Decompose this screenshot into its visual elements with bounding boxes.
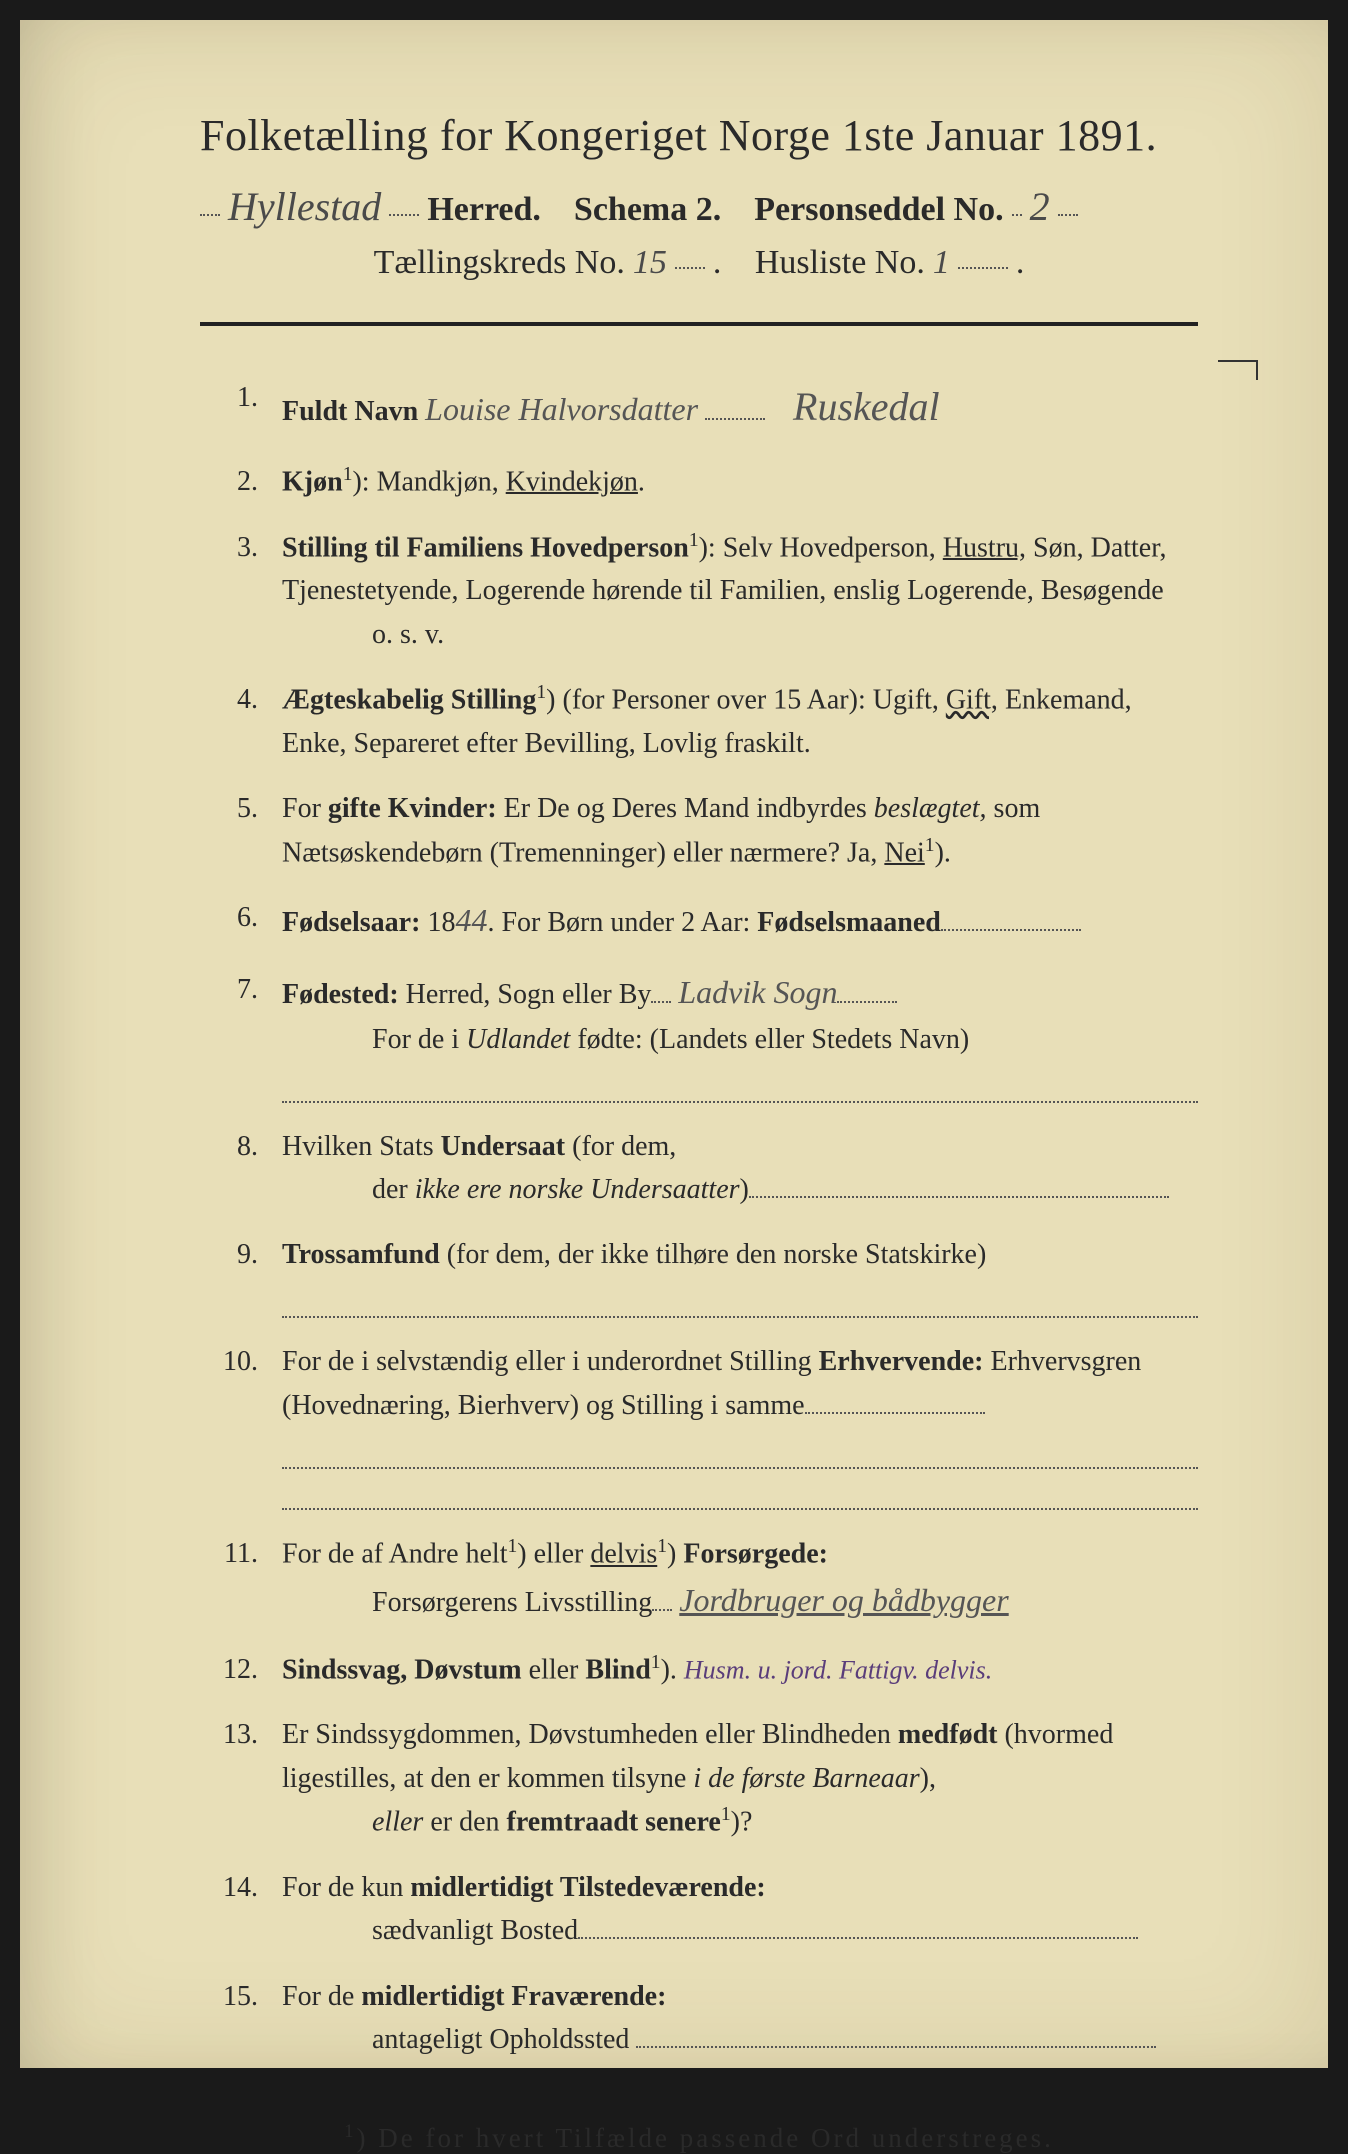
item-9: 9. Trossamfund (for dem, der ikke tilhør… bbox=[210, 1233, 1198, 1318]
herred-label: Herred. bbox=[427, 191, 541, 229]
item-number: 10. bbox=[210, 1340, 258, 1510]
divider bbox=[200, 322, 1198, 326]
label-erhvervende: Erhvervende: bbox=[819, 1346, 984, 1377]
corner-mark-icon bbox=[1218, 360, 1258, 380]
item-number: 2. bbox=[210, 460, 258, 504]
label-forsorgede: Forsørgede: bbox=[683, 1539, 828, 1570]
surname-handwritten: Ruskedal bbox=[793, 384, 940, 429]
header-line-2: Hyllestad Herred. Schema 2. Personseddel… bbox=[200, 183, 1198, 230]
etc-text: o. s. v. bbox=[282, 613, 1198, 656]
item-number: 14. bbox=[210, 1866, 258, 1953]
item-number: 6. bbox=[210, 896, 258, 946]
label-opholdssted: antageligt Opholdssted bbox=[372, 2024, 629, 2055]
label-livsstilling: Forsørgerens Livsstilling bbox=[372, 1587, 652, 1618]
label-medfodt: medfødt bbox=[898, 1719, 998, 1750]
footnote: 1) De for hvert Tilfælde passende Ord un… bbox=[200, 2121, 1198, 2154]
label-stilling: Stilling til Familiens Hovedperson bbox=[282, 532, 689, 563]
label-aegteskab: Ægteskabelig Stilling bbox=[282, 685, 536, 716]
item-4: 4. Ægteskabelig Stilling1) (for Personer… bbox=[210, 678, 1198, 765]
item-10: 10. For de i selvstændig eller i underor… bbox=[210, 1340, 1198, 1510]
schema-label: Schema 2. bbox=[574, 191, 721, 229]
label-fuldt-navn: Fuldt Navn bbox=[282, 396, 418, 427]
item-6: 6. Fødselsaar: 1844. For Børn under 2 Aa… bbox=[210, 896, 1198, 946]
label-fodselsaar: Fødselsaar: bbox=[282, 907, 420, 938]
item-number: 5. bbox=[210, 787, 258, 874]
item-15: 15. For de midlertidigt Fraværende: anta… bbox=[210, 1975, 1198, 2062]
label-kjon: Kjøn bbox=[282, 466, 343, 497]
name-handwritten: Louise Halvorsdatter bbox=[425, 391, 698, 427]
label-undersaat: Undersaat bbox=[441, 1131, 565, 1162]
dotted-blank bbox=[282, 1069, 1198, 1103]
herred-handwritten: Hyllestad bbox=[228, 183, 381, 230]
selected-hustru: Hustru, bbox=[943, 532, 1026, 563]
item-number: 7. bbox=[210, 968, 258, 1103]
birthplace-hw: Ladvik Sogn bbox=[678, 974, 837, 1010]
label-tilstedevaerende: midlertidigt Tilstedeværende: bbox=[410, 1872, 765, 1903]
item-14: 14. For de kun midlertidigt Tilstedevære… bbox=[210, 1866, 1198, 1953]
personseddel-label: Personseddel No. bbox=[754, 191, 1003, 229]
dotted-blank bbox=[282, 1285, 1198, 1319]
label-trossamfund: Trossamfund bbox=[282, 1239, 440, 1270]
item-3: 3. Stilling til Familiens Hovedperson1):… bbox=[210, 526, 1198, 657]
item-number: 15. bbox=[210, 1975, 258, 2062]
husliste-no: 1 bbox=[933, 244, 950, 282]
item-13: 13. Er Sindssygdommen, Døvstumheden elle… bbox=[210, 1713, 1198, 1844]
item-2: 2. Kjøn1): Mandkjøn, Kvindekjøn. bbox=[210, 460, 1198, 504]
item-11: 11. For de af Andre helt1) eller delvis1… bbox=[210, 1532, 1198, 1625]
personseddel-no: 2 bbox=[1030, 183, 1050, 230]
item-number: 11. bbox=[210, 1532, 258, 1625]
item-7: 7. Fødested: Herred, Sogn eller By Ladvi… bbox=[210, 968, 1198, 1103]
item-number: 3. bbox=[210, 526, 258, 657]
birth-year-hw: 44 bbox=[455, 902, 487, 938]
label-fravaerende: midlertidigt Fraværende: bbox=[361, 1981, 666, 2012]
item-12: 12. Sindssvag, Døvstum eller Blind1). Hu… bbox=[210, 1648, 1198, 1692]
selected-gift: Gift, bbox=[946, 685, 998, 716]
item-1: 1. Fuldt Navn Louise Halvorsdatter Ruske… bbox=[210, 376, 1198, 438]
item-number: 1. bbox=[210, 376, 258, 438]
livsstilling-hw: Jordbruger og bådbygger bbox=[679, 1582, 1008, 1618]
census-form-page: Folketælling for Kongeriget Norge 1ste J… bbox=[20, 20, 1328, 2068]
header-line-3: Tællingskreds No. 15 . Husliste No. 1 . bbox=[200, 244, 1198, 282]
item-number: 9. bbox=[210, 1233, 258, 1318]
label-fodested: Fødested: bbox=[282, 979, 399, 1010]
label-sindssvag: Sindssvag, Døvstum bbox=[282, 1654, 522, 1685]
note-hw: Husm. u. jord. Fattigv. delvis. bbox=[684, 1655, 992, 1684]
item-number: 13. bbox=[210, 1713, 258, 1844]
item-number: 4. bbox=[210, 678, 258, 765]
husliste-label: Husliste No. bbox=[755, 244, 925, 282]
taellingskreds-no: 15 bbox=[633, 244, 667, 282]
label-gifte-kvinder: gifte Kvinder: bbox=[328, 793, 497, 824]
item-number: 12. bbox=[210, 1648, 258, 1692]
item-8: 8. Hvilken Stats Undersaat (for dem, der… bbox=[210, 1125, 1198, 1212]
page-title: Folketælling for Kongeriget Norge 1ste J… bbox=[200, 110, 1198, 161]
dotted-blank bbox=[282, 1477, 1198, 1511]
selected-nei: Nei bbox=[884, 837, 924, 868]
dotted-blank bbox=[282, 1435, 1198, 1469]
selected-kvindekjon: Kvindekjøn bbox=[506, 466, 638, 497]
form-items: 1. Fuldt Navn Louise Halvorsdatter Ruske… bbox=[200, 376, 1198, 2061]
label-fodselsmaaned: Fødselsmaaned bbox=[757, 907, 941, 938]
item-number: 8. bbox=[210, 1125, 258, 1212]
label-bosted: sædvanligt Bosted bbox=[372, 1915, 578, 1946]
taellingskreds-label: Tællingskreds No. bbox=[374, 244, 625, 282]
item-5: 5. For gifte Kvinder: Er De og Deres Man… bbox=[210, 787, 1198, 874]
